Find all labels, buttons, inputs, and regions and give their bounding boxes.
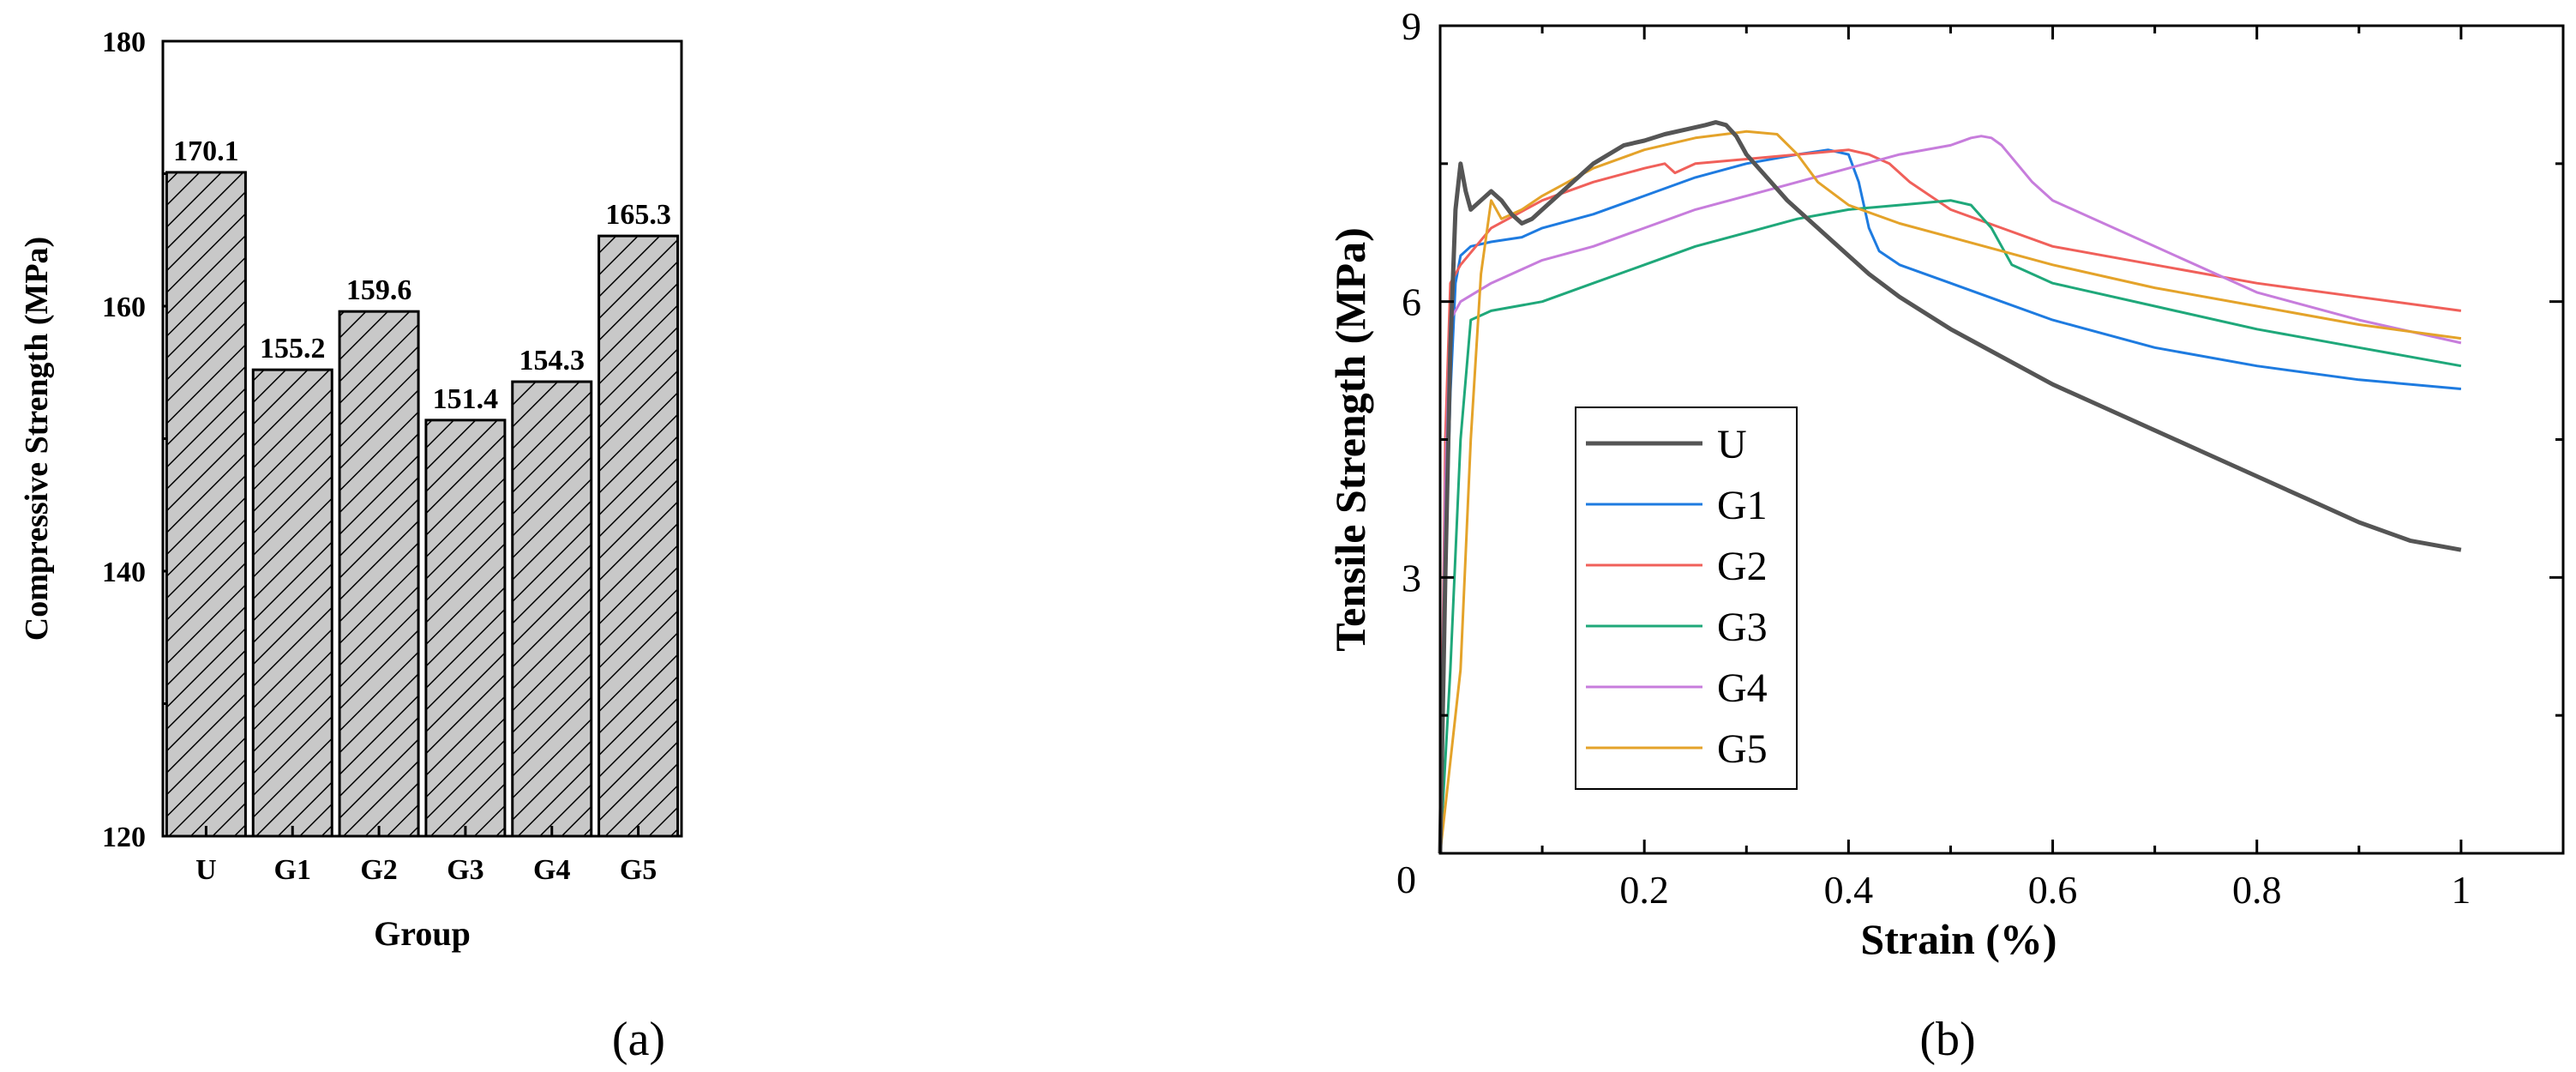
line-chart-y-axis-title: Tensile Strength (MPa) (1326, 227, 1374, 651)
x-tick-label: G4 (533, 854, 570, 886)
x-tick-label: 0.8 (2232, 868, 2282, 912)
bar-U (165, 171, 247, 838)
legend-label-G5: G5 (1717, 726, 1768, 772)
legend-label-U: U (1717, 422, 1747, 467)
legend-label-G1: G1 (1717, 483, 1768, 528)
bar-G1 (251, 368, 333, 838)
x-tick-label: G5 (620, 854, 657, 886)
bar-chart-x-axis-title: Group (374, 914, 471, 953)
y-tick-label: 160 (102, 292, 146, 323)
legend-label-G2: G2 (1717, 544, 1768, 589)
x-tick-label: 0.4 (1824, 868, 1874, 912)
bar-chart-y-axis-title: Compressive Strength (MPa) (19, 237, 55, 641)
bar-value-label: 155.2 (260, 333, 326, 364)
line-chart-x-axis: 0.2 0.4 0.6 0.8 1 (1438, 26, 2565, 912)
bar-G4 (511, 380, 593, 838)
line-chart-legend: U G1 G2 G3 G4 G5 (1575, 407, 1798, 790)
y-tick-label: 9 (1402, 4, 1421, 48)
line-chart-panel: 0 3 6 9 0.2 0.4 0.6 0.8 1 Strain (%) Tensile St… (1326, 4, 2565, 1066)
x-tick-label: 0.6 (2028, 868, 2078, 912)
bar-chart-bars: 170.1 155.2 159.6 151.4 154.3 165.3 (165, 136, 680, 838)
bar-chart-x-axis: U G1 G2 G3 G4 G5 (195, 826, 657, 886)
series-line-G3 (1438, 199, 2462, 854)
bar-value-label: 170.1 (173, 136, 239, 167)
y-tick-label: 3 (1402, 556, 1421, 599)
x-tick-label: 1 (2451, 868, 2471, 912)
series-line-G4 (1438, 135, 2462, 854)
y-tick-label: 180 (102, 27, 146, 58)
series-line-G5 (1438, 129, 2462, 854)
panel-a-caption: (a) (612, 1013, 665, 1066)
x-tick-label: G3 (447, 854, 483, 886)
legend-label-G4: G4 (1717, 665, 1768, 711)
bar-G2 (338, 310, 420, 838)
bar-G5 (597, 234, 680, 838)
line-chart-series (1438, 120, 2462, 854)
bar-value-label: 159.6 (346, 274, 412, 306)
bar-value-label: 151.4 (433, 383, 499, 415)
y-tick-label: 120 (102, 822, 146, 853)
line-chart-y-axis: 0 3 6 9 (1396, 4, 2563, 901)
bar-G3 (424, 419, 507, 838)
series-line-U (1438, 120, 2462, 854)
panel-b-caption: (b) (1919, 1013, 1975, 1066)
legend-box (1575, 407, 1798, 790)
line-chart-x-axis-title: Strain (%) (1860, 915, 2057, 963)
bar-chart-y-axis: 120 140 160 180 (102, 27, 175, 853)
x-tick-label: 0.2 (1619, 868, 1669, 912)
origin-label: 0 (1396, 858, 1416, 901)
y-tick-label: 6 (1402, 280, 1421, 324)
bar-value-label: 165.3 (605, 199, 671, 231)
bar-value-label: 154.3 (519, 345, 585, 376)
x-tick-label: U (195, 854, 217, 886)
x-tick-label: G1 (274, 854, 311, 886)
legend-label-G3: G3 (1717, 605, 1768, 650)
bar-chart-panel: 120 140 160 180 170.1 155.2 159.6 151.4 154.3 16… (19, 27, 683, 1066)
y-tick-label: 140 (102, 557, 146, 588)
x-tick-label: G2 (360, 854, 397, 886)
